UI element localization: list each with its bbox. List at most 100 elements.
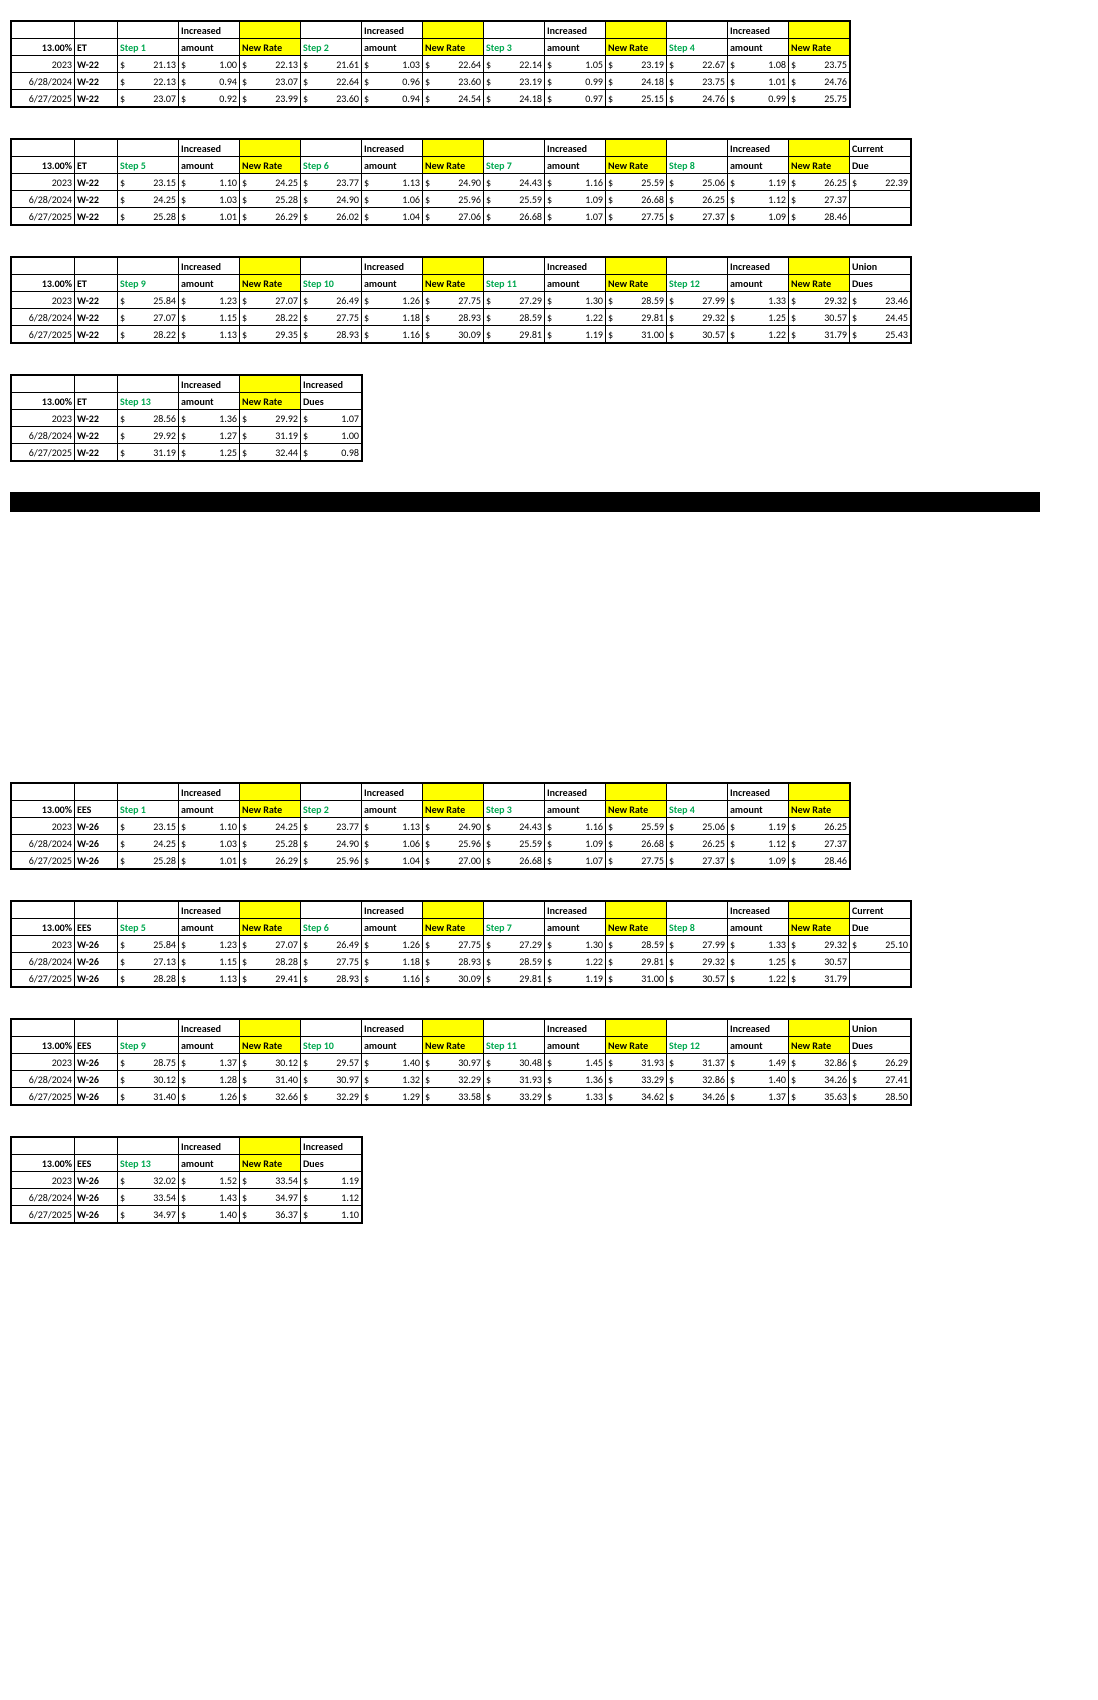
money-cell: $1.40 — [362, 1054, 423, 1071]
header-amount: amount — [545, 1037, 606, 1054]
money-cell: $1.10 — [301, 1206, 363, 1224]
document-root: IncreasedIncreasedIncreasedIncreased13.0… — [10, 20, 1088, 1224]
money-cell: $22.13 — [118, 73, 179, 90]
code-cell: W-26 — [75, 1071, 118, 1088]
year-cell: 6/28/2024 — [11, 835, 75, 852]
money-cell: $27.07 — [240, 936, 301, 953]
header-rate-blank — [240, 21, 301, 39]
header-blank — [667, 1019, 728, 1037]
money-cell: $31.19 — [118, 444, 179, 462]
header-rate-blank — [606, 21, 667, 39]
money-cell: $1.03 — [179, 191, 240, 208]
money-cell: $23.75 — [789, 56, 851, 73]
year-cell: 6/27/2025 — [11, 326, 75, 344]
money-cell: $26.25 — [789, 174, 850, 191]
money-cell: $24.25 — [240, 174, 301, 191]
money-cell: $34.97 — [118, 1206, 179, 1224]
header-increased: Increased — [545, 139, 606, 157]
header-increased: Increased — [179, 257, 240, 275]
money-cell: $1.12 — [728, 191, 789, 208]
money-cell: $25.96 — [301, 852, 362, 870]
money-cell: $22.39 — [850, 174, 912, 191]
money-cell: $30.12 — [118, 1071, 179, 1088]
header-blank — [667, 21, 728, 39]
header-rate-blank — [240, 1137, 301, 1155]
money-cell: $26.29 — [240, 852, 301, 870]
money-cell: $30.57 — [667, 970, 728, 988]
header-rate-blank — [240, 783, 301, 801]
money-cell: $26.68 — [606, 191, 667, 208]
money-cell: $1.09 — [545, 835, 606, 852]
money-cell: $1.25 — [728, 953, 789, 970]
year-cell: 6/28/2024 — [11, 953, 75, 970]
header-step: Step 8 — [667, 157, 728, 174]
money-cell: $30.97 — [423, 1054, 484, 1071]
money-cell: $33.54 — [240, 1172, 301, 1189]
header-rate-blank — [789, 21, 851, 39]
code-cell: W-26 — [75, 1206, 118, 1224]
money-cell: $26.02 — [301, 208, 362, 226]
money-cell: $29.81 — [484, 326, 545, 344]
money-cell: $23.07 — [240, 73, 301, 90]
money-cell: $1.27 — [179, 427, 240, 444]
money-cell: $0.98 — [301, 444, 363, 462]
header-blank — [301, 1019, 362, 1037]
year-cell: 2023 — [11, 1054, 75, 1071]
header-rate-blank — [423, 901, 484, 919]
money-cell: $1.30 — [545, 936, 606, 953]
money-cell: $24.54 — [423, 90, 484, 108]
code-cell: W-22 — [75, 208, 118, 226]
header-category: ET — [75, 157, 118, 174]
header-step: Step 7 — [484, 919, 545, 936]
money-cell: $31.00 — [606, 326, 667, 344]
year-cell: 2023 — [11, 936, 75, 953]
money-cell: $1.25 — [179, 444, 240, 462]
header-step: Step 8 — [667, 919, 728, 936]
header-blank — [118, 375, 179, 393]
header-increased: Increased — [545, 257, 606, 275]
header-blank — [484, 21, 545, 39]
money-cell: $0.99 — [545, 73, 606, 90]
table-row: 6/28/2024W-26$24.25$1.03$25.28$24.90$1.0… — [11, 835, 850, 852]
header-blank — [484, 139, 545, 157]
money-cell: $28.46 — [789, 852, 851, 870]
table-row: 2023W-26$23.15$1.10$24.25$23.77$1.13$24.… — [11, 818, 850, 835]
code-cell: W-26 — [75, 1172, 118, 1189]
table-row: 2023W-22$23.15$1.10$24.25$23.77$1.13$24.… — [11, 174, 911, 191]
table-row: 2023W-26$28.75$1.37$30.12$29.57$1.40$30.… — [11, 1054, 911, 1071]
money-cell: $28.28 — [240, 953, 301, 970]
money-cell: $1.04 — [362, 852, 423, 870]
money-cell: $1.18 — [362, 309, 423, 326]
money-cell: $0.96 — [362, 73, 423, 90]
money-cell: $27.99 — [667, 292, 728, 309]
money-cell: $25.84 — [118, 936, 179, 953]
money-cell: $1.16 — [545, 818, 606, 835]
money-cell: $28.75 — [118, 1054, 179, 1071]
money-cell: $26.29 — [240, 208, 301, 226]
year-cell: 2023 — [11, 818, 75, 835]
money-cell: $28.59 — [484, 953, 545, 970]
money-cell: $1.01 — [179, 208, 240, 226]
header-increased: Increased — [362, 257, 423, 275]
header-rate-blank — [423, 21, 484, 39]
money-cell: $27.37 — [789, 835, 851, 852]
money-cell: $25.28 — [118, 208, 179, 226]
money-cell: $0.99 — [728, 90, 789, 108]
table-row: 6/27/2025W-26$34.97$1.40$36.37$1.10 — [11, 1206, 362, 1224]
money-cell: $27.37 — [789, 191, 850, 208]
money-cell: $34.26 — [789, 1071, 850, 1088]
header-increased: Increased — [362, 901, 423, 919]
money-cell: $1.19 — [301, 1172, 363, 1189]
money-cell: $1.25 — [728, 309, 789, 326]
header-blank — [11, 375, 75, 393]
header-increased: Increased — [728, 901, 789, 919]
money-cell: $1.26 — [179, 1088, 240, 1106]
year-cell: 2023 — [11, 1172, 75, 1189]
money-cell: $25.75 — [789, 90, 851, 108]
header-increased: Increased — [179, 901, 240, 919]
money-cell: $1.13 — [179, 326, 240, 344]
money-cell: $28.93 — [301, 970, 362, 988]
header-extra-top: Current — [850, 901, 912, 919]
header-step: Step 9 — [118, 275, 179, 292]
header-new-rate: New Rate — [606, 1037, 667, 1054]
